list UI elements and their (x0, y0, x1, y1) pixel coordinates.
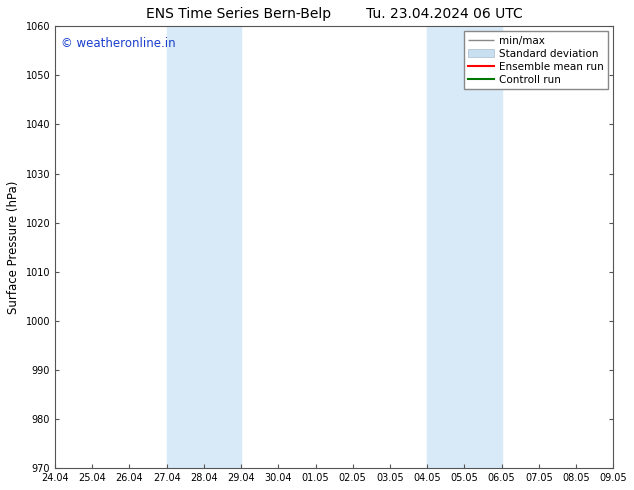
Text: © weatheronline.in: © weatheronline.in (61, 37, 175, 50)
Bar (167, 26, 241, 468)
Title: ENS Time Series Bern-Belp        Tu. 23.04.2024 06 UTC: ENS Time Series Bern-Belp Tu. 23.04.2024… (146, 7, 522, 21)
Y-axis label: Surface Pressure (hPa): Surface Pressure (hPa) (7, 180, 20, 314)
Legend: min/max, Standard deviation, Ensemble mean run, Controll run: min/max, Standard deviation, Ensemble me… (463, 31, 608, 89)
Bar (427, 26, 501, 468)
